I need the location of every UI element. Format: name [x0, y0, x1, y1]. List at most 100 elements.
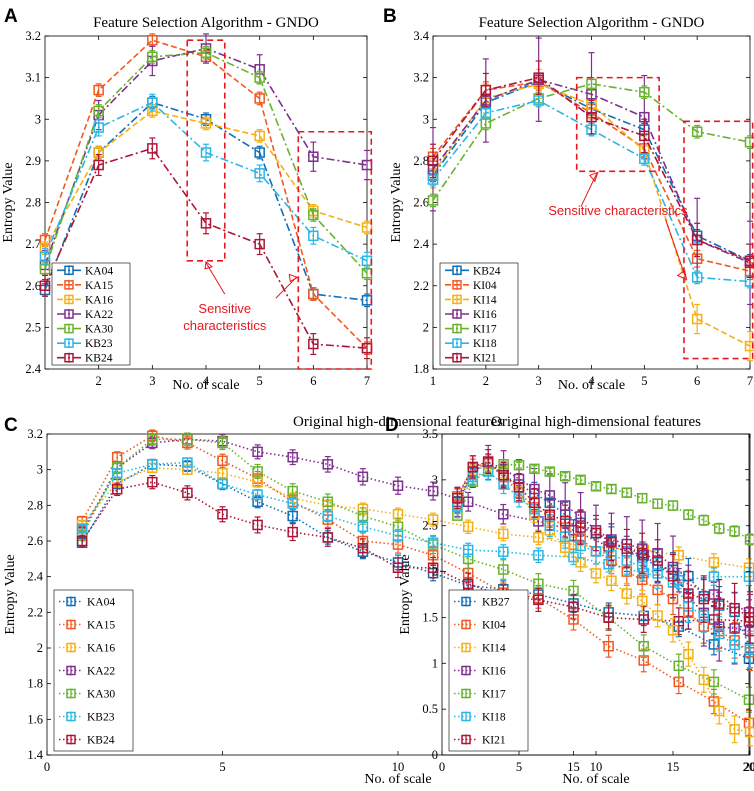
legend-item: KA16 [59, 642, 115, 655]
y-tick-label: 2.6 [27, 534, 43, 548]
data-point [392, 530, 404, 541]
legend-item: KA30 [59, 688, 115, 701]
x-tick-label: 7 [747, 374, 753, 388]
data-point [254, 72, 265, 83]
data-point [39, 251, 51, 262]
legend-label: KB23 [85, 338, 113, 350]
legend-label: KA22 [87, 666, 115, 678]
data-point [744, 726, 754, 738]
legend-marker [64, 338, 74, 348]
data-point [462, 544, 474, 556]
y-tick-label: 2.5 [25, 320, 41, 334]
data-point [708, 696, 720, 707]
data-point [621, 543, 633, 554]
y-tick-label: 3.2 [413, 71, 429, 85]
legend-marker [64, 294, 74, 305]
data-point [200, 118, 212, 129]
x-axis-label: No. of scale [562, 772, 629, 787]
x-tick-label: 0 [44, 760, 50, 774]
data-point [200, 47, 212, 58]
data-point [308, 338, 319, 350]
y-tick-label: 3 [432, 473, 438, 487]
data-point [498, 470, 509, 481]
data-point [533, 532, 544, 543]
series-KA30 [39, 45, 373, 281]
x-tick-label: 4 [203, 374, 210, 388]
series-line [81, 461, 749, 582]
y-tick-label: 2 [432, 565, 438, 579]
legend-item: KB24 [57, 352, 113, 365]
legend-marker [452, 323, 462, 334]
data-point [252, 519, 263, 531]
data-point [568, 551, 579, 563]
y-axis-label: Entropy Value [389, 162, 404, 242]
x-tick-label: 10 [590, 760, 603, 774]
legend: KB24 KI04 KI14 KI16 KI17 KI18 KI21 [439, 262, 519, 366]
data-point [575, 474, 586, 486]
x-tick-label: 1 [430, 374, 436, 388]
series-line [456, 461, 751, 632]
data-point [147, 51, 158, 63]
data-point [182, 487, 193, 499]
data-point [529, 463, 540, 475]
data-point [308, 288, 319, 300]
data-point [559, 515, 571, 527]
data-point [729, 603, 740, 614]
legend-item: KB23 [57, 338, 113, 350]
annotation-text: Sensitive characteristics [548, 203, 688, 218]
x-tick-label: 3 [536, 374, 542, 388]
arrow-head [589, 171, 599, 183]
legend-marker [66, 596, 76, 607]
data-point [308, 209, 319, 221]
x-tick-label: 6 [694, 374, 700, 388]
data-point [357, 521, 369, 532]
data-point [533, 594, 544, 606]
data-point [93, 105, 104, 117]
arrow-head [288, 273, 299, 283]
data-point [498, 564, 509, 575]
data-point [452, 492, 463, 504]
data-point [544, 509, 556, 520]
annotation-arrow [664, 218, 687, 278]
annotation-arrow [580, 173, 598, 207]
data-point [638, 550, 649, 561]
y-tick-label: 3 [35, 112, 41, 126]
data-point [590, 568, 602, 579]
data-point [427, 195, 439, 206]
legend-item: KA22 [59, 665, 115, 678]
data-point [652, 610, 663, 621]
data-point [667, 570, 679, 582]
data-point [621, 588, 633, 599]
highlight-box [683, 120, 754, 360]
data-point [636, 595, 648, 607]
y-tick-label: 1.6 [27, 712, 43, 726]
legend-marker [452, 294, 462, 305]
series-line [81, 463, 750, 660]
series-line [456, 463, 751, 733]
data-point [287, 498, 298, 509]
series-KI21 [452, 449, 754, 644]
data-point [683, 509, 694, 520]
y-tick-label: 1.5 [422, 610, 438, 624]
panel-letter: B [383, 6, 397, 27]
legend-item: KI04 [454, 619, 506, 632]
y-tick-label: 2 [423, 320, 429, 334]
data-point [308, 151, 319, 162]
legend-label: KB23 [87, 712, 115, 724]
series-line [81, 438, 750, 614]
data-point [76, 535, 88, 547]
data-point [392, 480, 404, 491]
legend-marker [64, 280, 74, 290]
data-point [698, 514, 710, 526]
legend-marker [461, 688, 471, 699]
series-line [456, 463, 751, 541]
data-point [713, 523, 725, 534]
legend-marker [66, 711, 76, 722]
data-point [361, 222, 373, 233]
legend-label: KI18 [482, 712, 506, 724]
legend-label: KI18 [473, 338, 497, 350]
data-point [427, 155, 439, 167]
x-tick-label: 2 [96, 374, 102, 388]
chart-panel-C: C Original high-dimensional features 1.4 1.… [3, 414, 754, 787]
data-point [586, 78, 597, 90]
